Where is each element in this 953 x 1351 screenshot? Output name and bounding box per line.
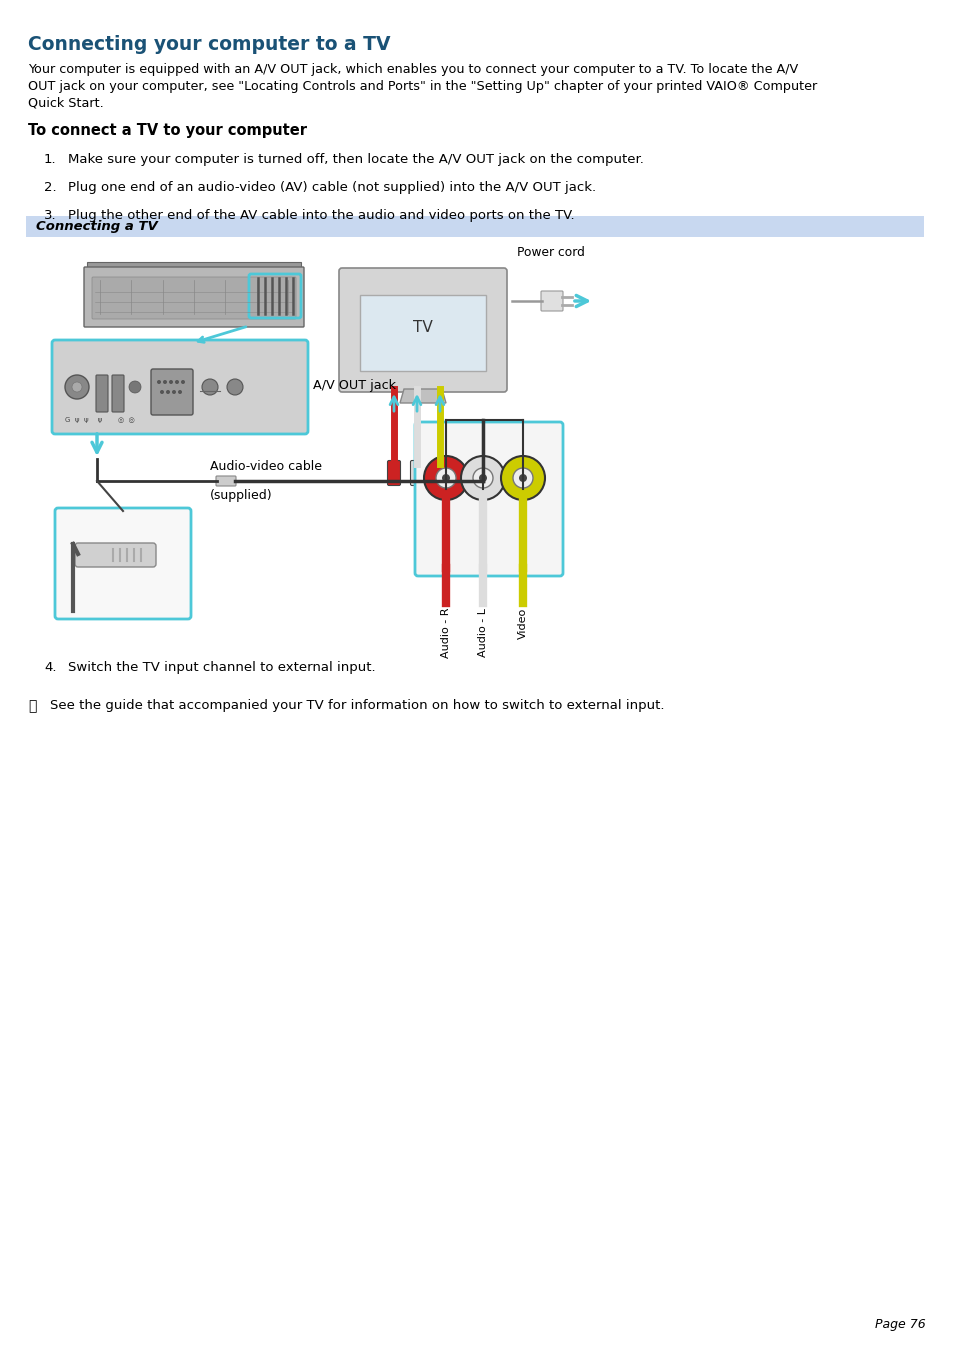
Text: Quick Start.: Quick Start. [28, 97, 104, 109]
Text: To connect a TV to your computer: To connect a TV to your computer [28, 123, 307, 138]
Circle shape [500, 457, 544, 500]
Text: TV: TV [413, 320, 433, 335]
Circle shape [71, 382, 82, 392]
Text: Page 76: Page 76 [874, 1319, 925, 1331]
Text: Plug one end of an audio-video (AV) cable (not supplied) into the A/V OUT jack.: Plug one end of an audio-video (AV) cabl… [68, 181, 596, 195]
Text: Make sure your computer is turned off, then locate the A/V OUT jack on the compu: Make sure your computer is turned off, t… [68, 153, 643, 166]
Circle shape [166, 390, 170, 394]
Text: See the guide that accompanied your TV for information on how to switch to exter: See the guide that accompanied your TV f… [50, 698, 664, 712]
Circle shape [129, 381, 141, 393]
Text: Connecting your computer to a TV: Connecting your computer to a TV [28, 35, 390, 54]
Text: Audio - R: Audio - R [440, 608, 451, 658]
Circle shape [227, 380, 243, 394]
Circle shape [172, 390, 175, 394]
Text: Your computer is equipped with an A/V OUT jack, which enables you to connect you: Your computer is equipped with an A/V OU… [28, 63, 798, 76]
Text: A/V OUT jack: A/V OUT jack [313, 378, 395, 392]
FancyBboxPatch shape [87, 262, 301, 267]
FancyBboxPatch shape [433, 461, 446, 485]
Circle shape [518, 474, 526, 482]
FancyBboxPatch shape [96, 376, 108, 412]
Circle shape [163, 380, 167, 384]
Circle shape [160, 390, 164, 394]
FancyBboxPatch shape [215, 476, 235, 486]
FancyBboxPatch shape [151, 369, 193, 415]
Circle shape [478, 474, 486, 482]
Text: OUT jack on your computer, see "Locating Controls and Ports" in the "Setting Up": OUT jack on your computer, see "Locating… [28, 80, 817, 93]
Polygon shape [399, 389, 446, 403]
FancyBboxPatch shape [410, 461, 423, 485]
FancyBboxPatch shape [338, 267, 506, 392]
FancyBboxPatch shape [387, 461, 400, 485]
Text: 2.: 2. [44, 181, 56, 195]
Text: G  ψ  ψ    ψ       ◎  ◎: G ψ ψ ψ ◎ ◎ [65, 417, 134, 423]
FancyBboxPatch shape [75, 543, 156, 567]
Text: Power cord: Power cord [517, 246, 584, 259]
Circle shape [65, 376, 89, 399]
Circle shape [441, 474, 450, 482]
Text: Video: Video [517, 608, 527, 639]
Circle shape [174, 380, 179, 384]
Circle shape [436, 467, 456, 488]
Text: 📝: 📝 [28, 698, 36, 713]
FancyBboxPatch shape [112, 376, 124, 412]
FancyBboxPatch shape [26, 216, 923, 236]
Text: Plug the other end of the AV cable into the audio and video ports on the TV.: Plug the other end of the AV cable into … [68, 209, 574, 222]
Circle shape [181, 380, 185, 384]
Circle shape [157, 380, 161, 384]
Text: (supplied): (supplied) [210, 489, 273, 503]
Text: Audio-video cable: Audio-video cable [210, 459, 322, 473]
FancyBboxPatch shape [52, 340, 308, 434]
Text: 1.: 1. [44, 153, 56, 166]
FancyBboxPatch shape [84, 267, 304, 327]
FancyBboxPatch shape [55, 508, 191, 619]
Circle shape [169, 380, 172, 384]
Circle shape [473, 467, 493, 488]
Circle shape [178, 390, 182, 394]
Text: Connecting a TV: Connecting a TV [36, 220, 157, 232]
Text: 4.: 4. [44, 661, 56, 674]
FancyBboxPatch shape [359, 295, 485, 372]
FancyBboxPatch shape [415, 422, 562, 576]
FancyBboxPatch shape [540, 290, 562, 311]
Circle shape [202, 380, 218, 394]
Circle shape [423, 457, 468, 500]
FancyBboxPatch shape [91, 277, 295, 319]
Text: Audio - L: Audio - L [477, 608, 488, 657]
Text: 3.: 3. [44, 209, 56, 222]
Text: Switch the TV input channel to external input.: Switch the TV input channel to external … [68, 661, 375, 674]
Circle shape [513, 467, 533, 488]
Circle shape [460, 457, 504, 500]
